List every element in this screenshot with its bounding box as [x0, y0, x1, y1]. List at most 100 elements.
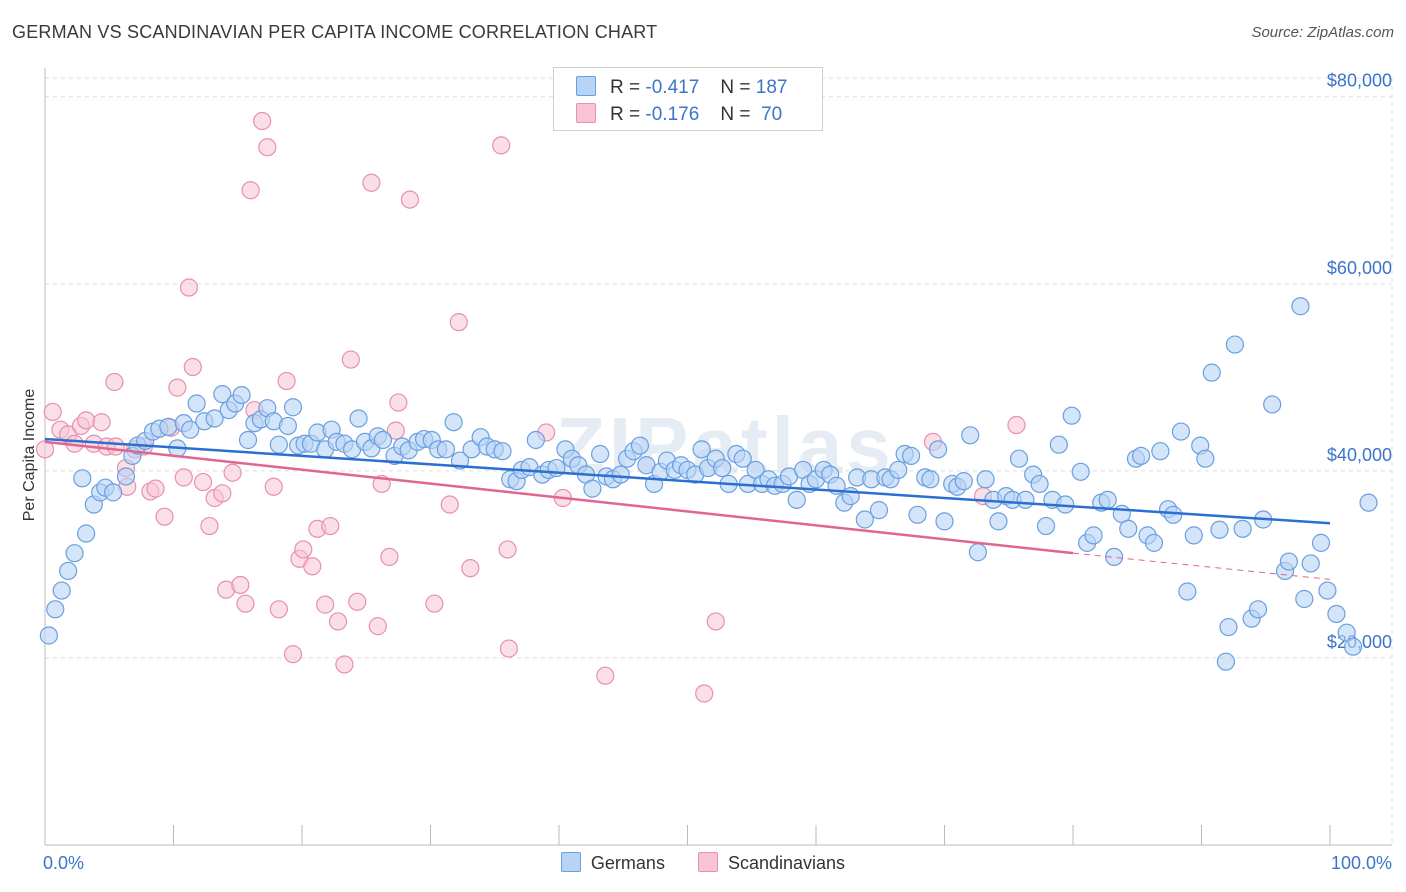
germans-point [526, 430, 545, 450]
scandinavians-n-value: 70 [761, 104, 783, 125]
scandinavians-point [35, 440, 55, 459]
x-tick-label: 100.0% [1331, 853, 1392, 873]
scandinavians-point [596, 666, 615, 685]
germans-point [976, 470, 995, 489]
germans-point [436, 440, 456, 459]
germans-point [65, 544, 84, 563]
scandinavians-point [277, 371, 296, 391]
scandinavians-point [303, 557, 322, 576]
scandinavians-point [264, 477, 283, 496]
scandinavians-point [386, 421, 405, 440]
germans-point [713, 458, 732, 478]
source-label: Source: ZipAtlas.com [1251, 24, 1394, 41]
germans-point [77, 524, 96, 543]
scandinavians-point [389, 393, 408, 412]
germans-point [52, 581, 71, 600]
germans-point [104, 483, 123, 502]
germans-point [1164, 505, 1183, 524]
germans-point [841, 487, 860, 506]
germans-point [935, 512, 954, 531]
germans-point [583, 479, 602, 498]
scandinavians-point [223, 463, 242, 482]
legend-row-germans: R = -0.417 N = 187 [576, 76, 787, 100]
scandinavians-point [193, 472, 213, 492]
scandinavians-point [146, 479, 165, 498]
germans-point [159, 417, 178, 436]
germans-point [733, 449, 752, 468]
germans-n-label: N = [720, 77, 751, 98]
germans-point [278, 416, 297, 436]
germans-point [1119, 519, 1138, 538]
germans-point [205, 409, 224, 428]
scandinavians-r-value: -0.176 [645, 104, 700, 125]
scandinavians-point [321, 516, 340, 536]
germans-point [1291, 297, 1310, 316]
scandinavians-points [35, 111, 1026, 703]
scandinavians-point [213, 484, 232, 503]
scandinavians-r-label: R = [610, 104, 641, 125]
scandinavians-point [294, 540, 313, 559]
germans-point [1202, 363, 1221, 382]
germans-point [1132, 446, 1151, 465]
germans-point [187, 394, 206, 413]
scandinavians-point [183, 357, 202, 377]
scandinavians-point [461, 559, 480, 578]
germans-point [1248, 600, 1268, 619]
germans-point [1295, 589, 1314, 609]
y-tick-label: $40,000 [1327, 445, 1392, 465]
germans-point [269, 435, 288, 454]
scandinavians-point [341, 350, 360, 369]
germans-point [908, 505, 927, 524]
germans-trend-line [44, 437, 1331, 525]
germans-points [39, 297, 1378, 671]
germans-point [116, 467, 136, 486]
scandinavians-point [43, 402, 62, 422]
legend-germans-swatch [560, 852, 581, 872]
scandinavians-point [498, 540, 517, 559]
scandinavians-point [449, 313, 468, 332]
germans-point [989, 512, 1008, 531]
scandinavians-point [348, 592, 367, 611]
germans-point [692, 440, 711, 459]
scandinavians-point [155, 507, 174, 526]
scandinavians-point [499, 639, 518, 658]
germans-point [181, 420, 200, 439]
germans-point [928, 440, 948, 459]
scandinavians-point [328, 612, 348, 631]
chart-title: GERMAN VS SCANDINAVIAN PER CAPITA INCOME… [12, 22, 658, 42]
scandinavians-point [492, 136, 511, 155]
germans-point [968, 543, 988, 562]
scandinavians-point [92, 413, 111, 432]
scandinavians-point [106, 437, 125, 456]
germans-point [1171, 422, 1191, 441]
scandinavians-point [200, 516, 219, 536]
germans-point [283, 398, 303, 417]
germans-point [1098, 490, 1117, 509]
scandinavians-point [174, 468, 193, 487]
germans-point [1301, 554, 1320, 573]
correlation-legend: R = -0.417 N = 187 R = -0.176 N = 70 [553, 67, 823, 131]
germans-point [232, 385, 251, 405]
germans-point [1062, 406, 1081, 425]
germans-r-value: -0.417 [645, 77, 700, 98]
germans-point [1219, 617, 1238, 637]
germans-point [1151, 442, 1170, 461]
germans-point [889, 460, 908, 480]
series-legend: Germans Scandinavians [0, 852, 1406, 874]
germans-point [630, 436, 650, 455]
germans-point [213, 385, 232, 404]
germans-point [1184, 526, 1203, 545]
germans-point [1318, 581, 1337, 600]
scandinavians-point [425, 594, 444, 613]
scandinavians-point [269, 600, 288, 619]
germans-point [1344, 637, 1363, 656]
scandinavians-point [380, 547, 399, 567]
germans-point [373, 430, 393, 450]
legend-germans-label: Germans [590, 853, 665, 873]
germans-point [349, 409, 368, 428]
germans-point [73, 469, 92, 488]
germans-point [855, 510, 874, 529]
scandinavians-point [231, 575, 250, 595]
scandinavians-point [695, 684, 714, 703]
